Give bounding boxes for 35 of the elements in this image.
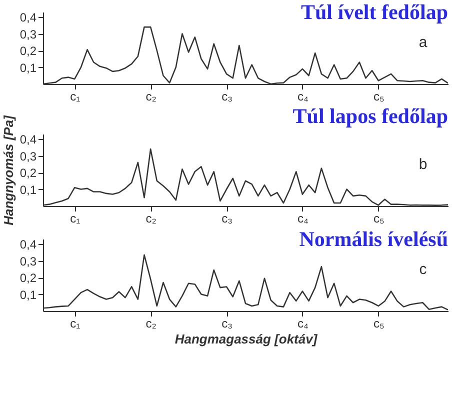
y-tick-label: 0,4 xyxy=(20,10,37,25)
chart-title: Normális ívelésű xyxy=(299,227,448,252)
chart-title: Túl lapos fedőlap xyxy=(292,104,448,128)
x-tick-label: c₃ xyxy=(222,212,233,226)
y-tick-label: 0,1 xyxy=(20,288,37,302)
x-tick-label: c₄ xyxy=(298,316,308,330)
y-tick-label: 0,3 xyxy=(20,254,37,268)
x-tick-label: c₂ xyxy=(146,212,157,226)
x-tick-label: c₁ xyxy=(70,316,80,330)
y-axis-title: Hangnyomás [Pa] xyxy=(0,114,16,226)
x-tick-label: c₃ xyxy=(222,316,233,330)
x-tick-label: c₅ xyxy=(373,212,384,226)
y-tick-label: 0,3 xyxy=(20,27,37,42)
annotation: b xyxy=(418,156,428,174)
chart-title: Túl ívelt fedőlap xyxy=(300,0,448,24)
y-tick-label: 0,2 xyxy=(20,271,37,286)
y-tick-label: 0,4 xyxy=(20,238,37,252)
x-tick-label: c₃ xyxy=(222,90,233,104)
y-tick-label: 0,4 xyxy=(20,132,37,147)
y-tick-label: 0,3 xyxy=(20,149,37,164)
y-tick-label: 0,1 xyxy=(20,182,37,197)
x-tick-label: c₅ xyxy=(373,90,384,104)
x-tick-label: c₂ xyxy=(146,90,157,104)
annotation: a xyxy=(418,34,428,52)
x-tick-label: c₁ xyxy=(70,212,80,226)
x-tick-label: c₁ xyxy=(70,90,80,104)
y-tick-label: 0,1 xyxy=(20,60,37,75)
x-tick-label: c₅ xyxy=(373,316,384,330)
x-axis-title: Hangmagasság [oktáv] xyxy=(174,332,318,346)
annotation: c xyxy=(419,261,428,278)
y-tick-label: 0,2 xyxy=(20,166,37,180)
x-tick-label: c₂ xyxy=(146,316,157,330)
x-tick-label: c₄ xyxy=(298,90,308,104)
y-tick-label: 0,2 xyxy=(20,44,37,58)
x-tick-label: c₄ xyxy=(298,212,308,226)
